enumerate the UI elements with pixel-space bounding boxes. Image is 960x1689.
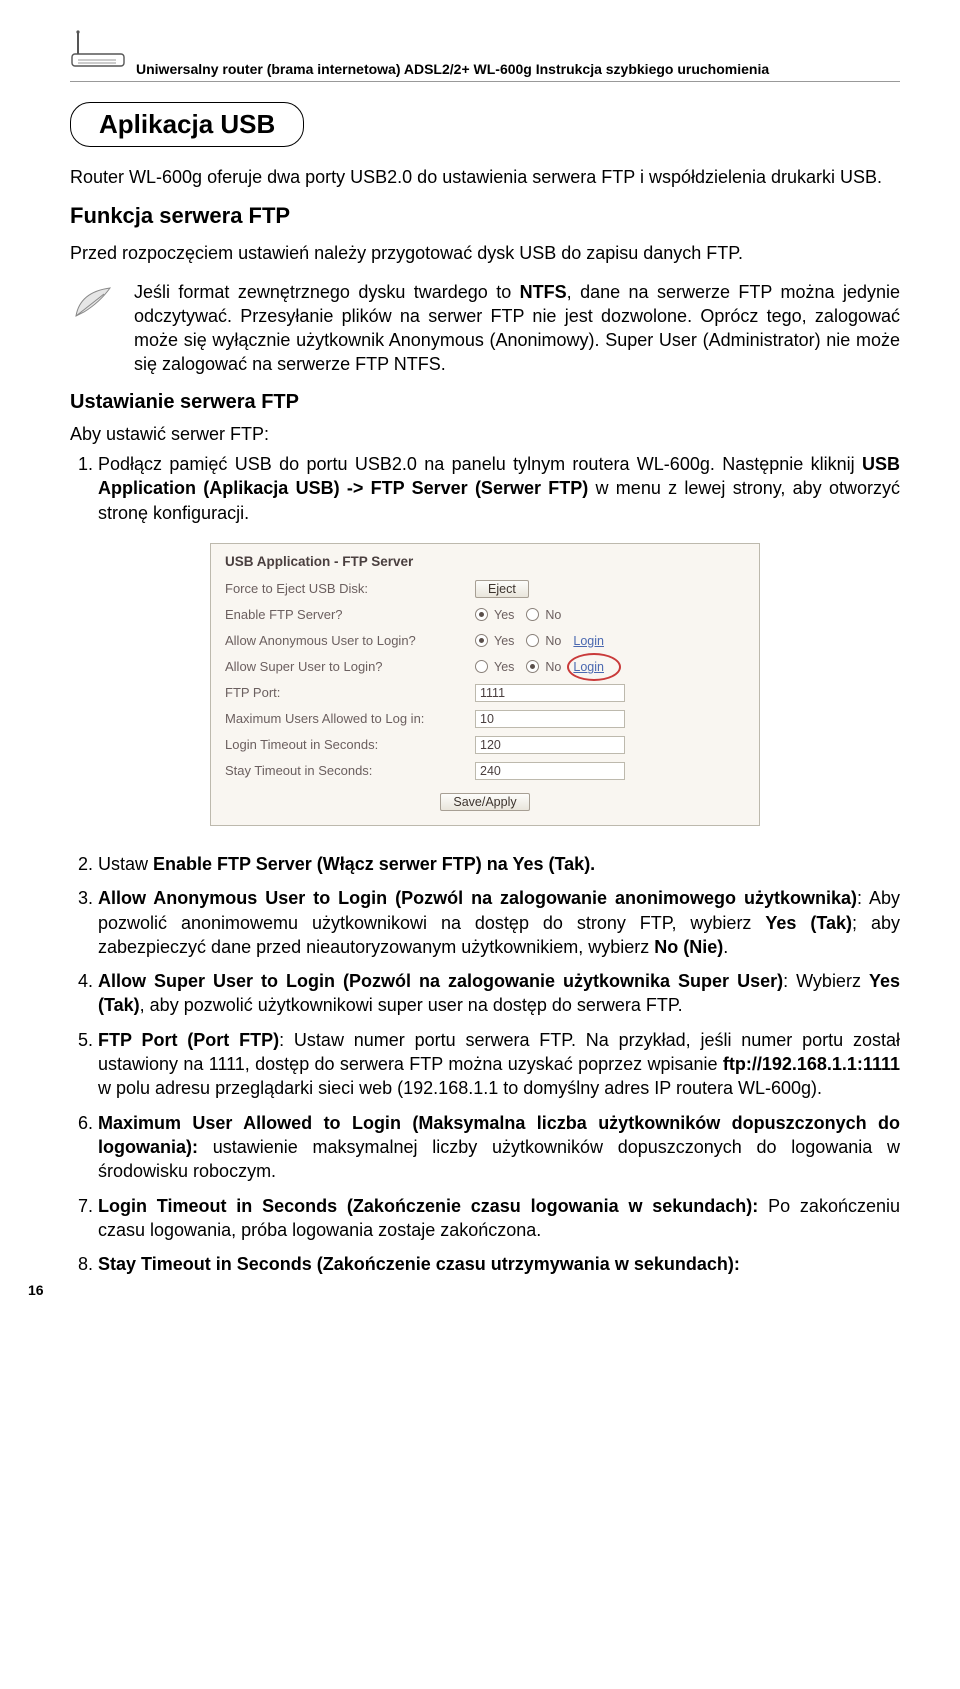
anon-yes-label: Yes (494, 634, 514, 648)
row-eject: Force to Eject USB Disk: Eject (225, 577, 745, 601)
step2-a: Ustaw (98, 854, 153, 874)
step5-b2: ftp://192.168.1.1:1111 (723, 1054, 900, 1074)
anon-no-label: No (545, 634, 561, 648)
step-3: Allow Anonymous User to Login (Pozwól na… (98, 886, 900, 959)
label-enable: Enable FTP Server? (225, 607, 475, 622)
label-anon: Allow Anonymous User to Login? (225, 633, 475, 648)
enable-yes-radio[interactable] (475, 608, 488, 621)
label-eject: Force to Eject USB Disk: (225, 581, 475, 596)
anon-login-link[interactable]: Login (573, 634, 604, 648)
save-apply-button[interactable]: Save/Apply (440, 793, 529, 811)
anon-no-radio[interactable] (526, 634, 539, 647)
step2-b: Enable FTP Server (Włącz serwer FTP) na … (153, 854, 595, 874)
ftp-function-heading: Funkcja serwera FTP (70, 203, 900, 229)
row-maxusers: Maximum Users Allowed to Log in: 10 (225, 707, 745, 731)
row-anon: Allow Anonymous User to Login? Yes No Lo… (225, 629, 745, 653)
step3-b3: No (Nie) (654, 937, 723, 957)
super-no-label: No (545, 660, 561, 674)
label-maxusers: Maximum Users Allowed to Log in: (225, 711, 475, 726)
step3-d: . (723, 937, 728, 957)
row-staytimeout: Stay Timeout in Seconds: 240 (225, 759, 745, 783)
step6-a: ustawienie maksymalnej liczby użytkownik… (98, 1137, 900, 1181)
step-8: Stay Timeout in Seconds (Zakończenie cza… (98, 1252, 900, 1276)
row-port: FTP Port: 1111 (225, 681, 745, 705)
step4-a: : Wybierz (783, 971, 869, 991)
intro-paragraph: Router WL-600g oferuje dwa porty USB2.0 … (70, 165, 900, 189)
label-port: FTP Port: (225, 685, 475, 700)
super-yes-radio[interactable] (475, 660, 488, 673)
ftp-settings-screenshot: USB Application - FTP Server Force to Ej… (210, 543, 760, 826)
router-icon (70, 30, 126, 77)
row-super: Allow Super User to Login? Yes No Login (225, 655, 745, 679)
section-title: Aplikacja USB (99, 109, 275, 139)
step-2: Ustaw Enable FTP Server (Włącz serwer FT… (98, 852, 900, 876)
step3-b1: Allow Anonymous User to Login (Pozwól na… (98, 888, 857, 908)
step8-b1: Stay Timeout in Seconds (Zakończenie cza… (98, 1254, 740, 1274)
note-text: Jeśli format zewnętrznego dysku twardego… (134, 280, 900, 377)
logintimeout-input[interactable]: 120 (475, 736, 625, 754)
note-block: Jeśli format zewnętrznego dysku twardego… (70, 280, 900, 377)
enable-no-radio[interactable] (526, 608, 539, 621)
note-pre: Jeśli format zewnętrznego dysku twardego… (134, 282, 520, 302)
step7-b1: Login Timeout in Seconds (Zakończenie cz… (98, 1196, 758, 1216)
step4-c: , aby pozwolić użytkownikowi super user … (140, 995, 683, 1015)
setup-intro: Aby ustawić serwer FTP: (70, 422, 900, 446)
setup-heading: Ustawianie serwera FTP (70, 391, 900, 414)
label-logintimeout: Login Timeout in Seconds: (225, 737, 475, 752)
section-title-box: Aplikacja USB (70, 102, 304, 147)
step5-b1: FTP Port (Port FTP) (98, 1030, 279, 1050)
row-enable: Enable FTP Server? Yes No (225, 603, 745, 627)
step4-b1: Allow Super User to Login (Pozwól na zal… (98, 971, 783, 991)
note-feather-icon (70, 282, 118, 327)
port-input[interactable]: 1111 (475, 684, 625, 702)
step3-b2: Yes (Tak) (765, 913, 852, 933)
shot-title: USB Application - FTP Server (225, 554, 745, 569)
anon-yes-radio[interactable] (475, 634, 488, 647)
page-number: 16 (28, 1282, 44, 1298)
super-no-radio[interactable] (526, 660, 539, 673)
staytimeout-input[interactable]: 240 (475, 762, 625, 780)
step1-a: Podłącz pamięć USB do portu USB2.0 na pa… (98, 454, 862, 474)
super-yes-label: Yes (494, 660, 514, 674)
enable-yes-label: Yes (494, 608, 514, 622)
step-7: Login Timeout in Seconds (Zakończenie cz… (98, 1194, 900, 1243)
ftp-intro: Przed rozpoczęciem ustawień należy przyg… (70, 241, 900, 265)
step-4: Allow Super User to Login (Pozwól na zal… (98, 969, 900, 1018)
page-header: Uniwersalny router (brama internetowa) A… (70, 30, 900, 82)
super-login-link[interactable]: Login (573, 660, 604, 674)
label-staytimeout: Stay Timeout in Seconds: (225, 763, 475, 778)
eject-button[interactable]: Eject (475, 580, 529, 598)
step5-c: w polu adresu przeglądarki sieci web (19… (98, 1078, 822, 1098)
step-5: FTP Port (Port FTP): Ustaw numer portu s… (98, 1028, 900, 1101)
row-logintimeout: Login Timeout in Seconds: 120 (225, 733, 745, 757)
step-6: Maximum User Allowed to Login (Maksymaln… (98, 1111, 900, 1184)
header-title: Uniwersalny router (brama internetowa) A… (136, 61, 769, 77)
label-super: Allow Super User to Login? (225, 659, 475, 674)
maxusers-input[interactable]: 10 (475, 710, 625, 728)
note-ntfs: NTFS (520, 282, 567, 302)
enable-no-label: No (545, 608, 561, 622)
step-1: Podłącz pamięć USB do portu USB2.0 na pa… (98, 452, 900, 525)
